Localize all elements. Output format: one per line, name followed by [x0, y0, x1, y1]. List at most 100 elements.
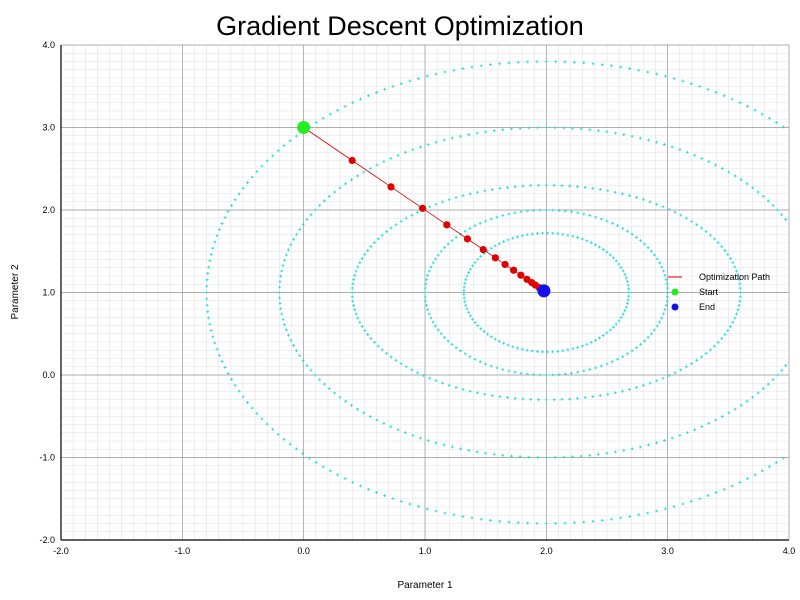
contour-point [426, 273, 430, 277]
contour-point [613, 190, 617, 194]
contour-point [598, 245, 601, 249]
contour-point [760, 469, 764, 473]
contour-point [462, 296, 466, 300]
contour-point [580, 237, 584, 241]
contour-point [211, 335, 215, 339]
contour-point [600, 364, 603, 368]
contour-point [541, 231, 544, 235]
contour-point [350, 178, 353, 182]
contour-point [265, 422, 269, 426]
contour-point [281, 317, 285, 321]
contour-point [623, 272, 627, 276]
contour-point [637, 513, 641, 517]
contour-point [655, 202, 659, 206]
contour-point [424, 282, 428, 286]
contour-point [439, 332, 443, 336]
contour-point [479, 255, 483, 258]
contour-point [353, 273, 357, 277]
contour-point [382, 160, 386, 163]
contour-point [546, 350, 550, 354]
x-tick-label: 1.0 [419, 546, 432, 556]
contour-point [313, 208, 317, 212]
contour-point [731, 320, 735, 324]
contour-point [292, 344, 295, 347]
contour-point [554, 60, 558, 63]
contour-point [436, 328, 440, 332]
contour-point [537, 398, 540, 402]
contour-point [605, 451, 609, 455]
contour-point [665, 299, 669, 303]
contour-point [600, 217, 603, 221]
contour-point [738, 101, 742, 105]
contour-point [344, 399, 348, 403]
contour-point [442, 138, 446, 142]
x-tick-label: 2.0 [540, 546, 553, 556]
contour-point [389, 156, 393, 160]
contour-point [726, 329, 730, 332]
contour-point [621, 355, 625, 359]
contour-point [706, 87, 710, 91]
contour-point [394, 358, 398, 362]
contour-point [318, 203, 322, 207]
contour-point [327, 387, 331, 391]
contour-point [205, 303, 209, 307]
contour-point [462, 292, 466, 296]
contour-point [301, 223, 305, 226]
contour-point [735, 312, 738, 316]
contour-point [638, 136, 642, 140]
contour-point [685, 431, 689, 435]
contour-point [351, 282, 355, 286]
contour-point [501, 214, 505, 217]
contour-point [571, 347, 575, 351]
contour-point [489, 217, 493, 221]
contour-point [579, 454, 583, 458]
contour-point [410, 368, 414, 372]
contour-point [646, 70, 650, 74]
contour-point [617, 319, 621, 323]
contour-point [563, 372, 567, 376]
contour-point [662, 143, 666, 146]
contour-point [673, 371, 677, 375]
contour-point [781, 125, 785, 129]
contour-point [278, 280, 282, 284]
contour-point [619, 65, 623, 69]
contour-point [498, 186, 502, 190]
contour-point [626, 229, 629, 233]
contour-point [501, 368, 505, 371]
path-point [443, 221, 451, 229]
contour-point [544, 373, 548, 377]
contour-point [305, 364, 309, 367]
contour-point [693, 153, 697, 157]
contour-point [571, 234, 575, 238]
contour-point [695, 223, 699, 227]
contour-point [260, 164, 264, 168]
contour-point [408, 79, 412, 83]
path-point [509, 266, 518, 274]
contour-point [597, 452, 600, 456]
contour-point [362, 411, 366, 415]
contour-point [700, 425, 704, 429]
contour-point [646, 246, 650, 249]
contour-point [416, 371, 419, 375]
contour-point [723, 333, 727, 336]
contour-point [536, 456, 539, 459]
contour-point [768, 116, 771, 120]
contour-point [434, 202, 438, 206]
contour-point [338, 395, 342, 399]
contour-point [735, 269, 738, 273]
end-point [537, 284, 551, 298]
contour-point [489, 246, 493, 250]
contour-point [664, 278, 668, 281]
contour-point [720, 167, 724, 170]
contour-point [215, 347, 219, 351]
contour-point [473, 321, 477, 324]
contour-point [527, 455, 531, 459]
contour-point [588, 453, 592, 457]
contour-point [600, 63, 604, 67]
contour-point [404, 365, 408, 369]
contour-point [570, 210, 573, 214]
contour-point [484, 130, 488, 134]
contour-point [566, 348, 570, 352]
contour-point [294, 134, 298, 138]
contour-point [678, 148, 682, 152]
